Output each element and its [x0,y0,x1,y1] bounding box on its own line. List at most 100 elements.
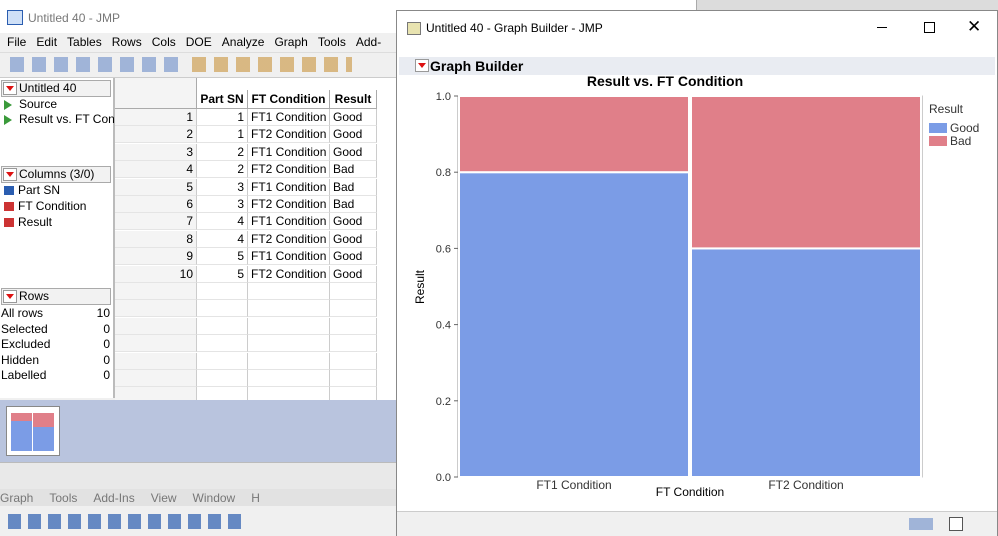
table-cell[interactable] [330,335,377,353]
grid-corner[interactable] [115,78,197,109]
row-number[interactable]: 7 [115,213,197,231]
row-number[interactable]: 3 [115,143,197,161]
row-number[interactable]: 2 [115,126,197,144]
table-cell[interactable] [248,387,330,400]
menu-item[interactable]: Rows [111,35,142,49]
table-cell[interactable]: Bad [330,178,377,196]
table-cell[interactable]: 2 [197,161,248,179]
table-cell[interactable] [330,317,377,335]
column-name[interactable]: Result [18,215,53,229]
row-number[interactable] [115,335,197,353]
table-cell[interactable]: FT2 Condition [248,196,330,213]
table-script[interactable]: Result vs. FT Cond [19,112,122,126]
column-name[interactable]: Part SN [18,183,61,197]
menu-item[interactable]: Tools [317,35,346,49]
menu-item[interactable]: View [150,491,177,505]
table-cell[interactable] [248,352,330,370]
table-cell[interactable]: Good [330,213,377,231]
table-cell[interactable]: 4 [197,213,248,231]
menu-item[interactable]: Tables [67,35,102,49]
table-panel[interactable]: Untitled 40 [1,80,111,97]
menu-item[interactable]: Add- [355,35,382,49]
menu-item[interactable]: Window [192,491,236,505]
table-cell[interactable] [248,335,330,353]
table-cell[interactable] [330,300,377,318]
table-cell[interactable]: FT2 Condition [248,126,330,144]
table-cell[interactable] [330,283,377,300]
columns-panel[interactable]: Columns (3/0) [1,166,111,183]
table-cell[interactable] [197,283,248,300]
column-name[interactable]: FT Condition [18,199,87,213]
column-header[interactable]: Result [330,90,377,109]
table-cell[interactable] [197,300,248,318]
toolbar-icons[interactable] [8,514,248,529]
table-cell[interactable] [248,317,330,335]
table-cell[interactable]: 2 [197,143,248,161]
table-cell[interactable] [197,352,248,370]
status-icons[interactable] [909,518,933,530]
table-cell[interactable]: 3 [197,196,248,213]
table-cell[interactable]: Bad [330,196,377,213]
menu-item[interactable]: Add-Ins [93,491,135,505]
table-cell[interactable]: Good [330,109,377,126]
table-cell[interactable]: FT1 Condition [248,178,330,196]
menu-item[interactable]: Graph [274,35,308,49]
table-cell[interactable]: Good [330,126,377,144]
menu-item[interactable]: Analyze [221,35,265,49]
table-cell[interactable]: FT2 Condition [248,161,330,179]
table-cell[interactable] [330,352,377,370]
table-cell[interactable]: FT1 Condition [248,213,330,231]
row-number[interactable] [115,370,197,387]
toolbar-icons[interactable] [192,57,352,72]
table-cell[interactable]: FT1 Condition [248,248,330,266]
table-cell[interactable] [330,370,377,387]
table-cell[interactable] [248,370,330,387]
table-cell[interactable] [197,387,248,400]
thumbnail[interactable] [6,406,60,456]
red-triangle-menu[interactable] [3,290,17,303]
row-number[interactable]: 5 [115,178,197,196]
table-cell[interactable]: FT2 Condition [248,265,330,283]
maximize-button[interactable] [924,22,935,33]
red-triangle-menu[interactable] [415,59,429,72]
table-cell[interactable] [248,300,330,318]
table-cell[interactable]: 1 [197,126,248,144]
row-number[interactable] [115,352,197,370]
row-number[interactable]: 1 [115,109,197,126]
table-cell[interactable] [197,370,248,387]
menu-item[interactable]: H [251,491,260,505]
row-number[interactable] [115,387,197,400]
table-cell[interactable]: Good [330,230,377,248]
table-cell[interactable]: 5 [197,265,248,283]
script-arrow[interactable] [4,100,12,110]
menu-item[interactable]: Tools [49,491,78,505]
table-cell[interactable] [330,387,377,400]
table-cell[interactable] [197,335,248,353]
red-triangle-menu[interactable] [3,82,17,95]
menu-item[interactable]: DOE [185,35,212,49]
menu-item[interactable]: File [7,35,27,49]
table-cell[interactable]: Good [330,265,377,283]
table-cell[interactable]: 1 [197,109,248,126]
row-number[interactable] [115,300,197,318]
table-script[interactable]: Source [19,97,58,111]
close-button[interactable]: ✕ [967,17,982,36]
row-number[interactable]: 6 [115,196,197,213]
table-cell[interactable] [197,317,248,335]
table-cell[interactable]: 4 [197,230,248,248]
row-number[interactable]: 10 [115,265,197,283]
script-arrow[interactable] [4,115,12,125]
table-cell[interactable]: 3 [197,178,248,196]
table-cell[interactable]: Bad [330,161,377,179]
column-header[interactable]: FT Condition [248,90,330,109]
menu-item[interactable]: Cols [151,35,176,49]
table-cell[interactable] [248,283,330,300]
menu-item[interactable]: Graph [0,491,34,505]
table-cell[interactable]: FT1 Condition [248,143,330,161]
toolbar-icons[interactable] [10,57,180,72]
table-cell[interactable]: Good [330,143,377,161]
table-cell[interactable]: FT2 Condition [248,230,330,248]
row-number[interactable] [115,317,197,335]
row-number[interactable]: 8 [115,230,197,248]
row-number[interactable]: 4 [115,161,197,179]
